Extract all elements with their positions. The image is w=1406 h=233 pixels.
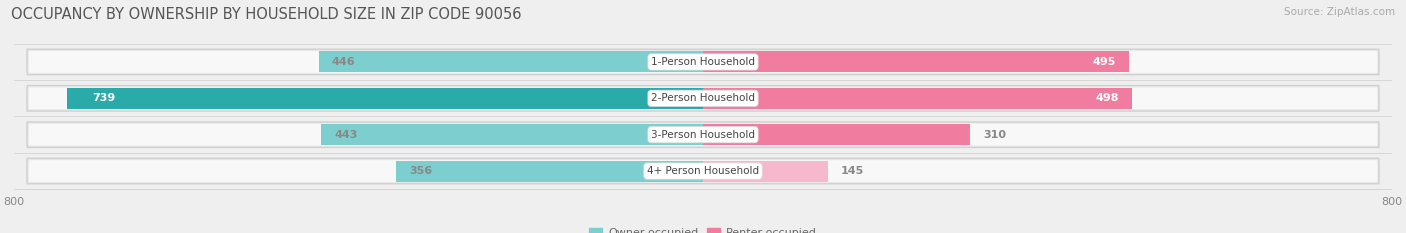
Bar [703, 161, 828, 182]
Bar [322, 124, 703, 145]
Text: 4+ Person Household: 4+ Person Household [647, 166, 759, 176]
FancyBboxPatch shape [27, 158, 1379, 184]
FancyBboxPatch shape [28, 160, 1378, 182]
FancyBboxPatch shape [27, 49, 1379, 75]
Bar [66, 88, 703, 109]
Text: OCCUPANCY BY OWNERSHIP BY HOUSEHOLD SIZE IN ZIP CODE 90056: OCCUPANCY BY OWNERSHIP BY HOUSEHOLD SIZE… [11, 7, 522, 22]
Text: 446: 446 [332, 57, 356, 67]
FancyBboxPatch shape [28, 124, 1378, 146]
Bar [703, 88, 1132, 109]
Legend: Owner-occupied, Renter-occupied: Owner-occupied, Renter-occupied [585, 223, 821, 233]
Text: 2-Person Household: 2-Person Household [651, 93, 755, 103]
FancyBboxPatch shape [28, 87, 1378, 109]
FancyBboxPatch shape [27, 86, 1379, 111]
FancyBboxPatch shape [28, 51, 1378, 73]
Text: 495: 495 [1092, 57, 1116, 67]
Text: 498: 498 [1095, 93, 1119, 103]
Bar [703, 51, 1129, 72]
Text: Source: ZipAtlas.com: Source: ZipAtlas.com [1284, 7, 1395, 17]
Bar [703, 124, 970, 145]
Text: 3-Person Household: 3-Person Household [651, 130, 755, 140]
Text: 443: 443 [335, 130, 357, 140]
FancyBboxPatch shape [27, 122, 1379, 147]
Text: 356: 356 [409, 166, 433, 176]
Text: 1-Person Household: 1-Person Household [651, 57, 755, 67]
Text: 310: 310 [983, 130, 1005, 140]
Text: 145: 145 [841, 166, 865, 176]
Bar [319, 51, 703, 72]
Bar [396, 161, 703, 182]
Text: 739: 739 [93, 93, 115, 103]
